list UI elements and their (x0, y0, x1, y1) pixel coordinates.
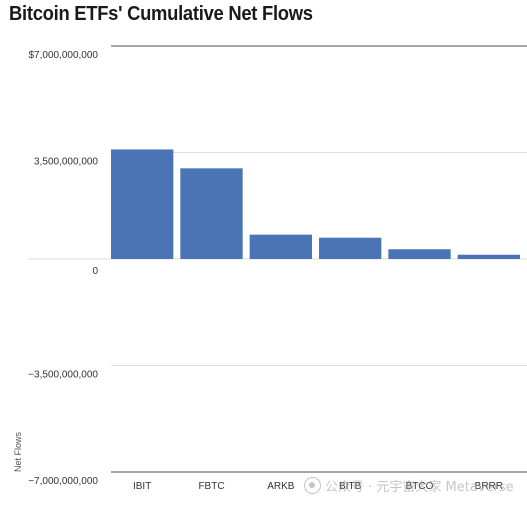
y-tick-label: 3,500,000,000 (34, 157, 98, 168)
x-tick-label: BRRR (475, 481, 503, 492)
x-tick-label: FBTC (198, 481, 224, 492)
bar-btco (388, 249, 451, 259)
y-axis-ticks: $7,000,000,000 3,500,000,000 0 −3,500,000,0… (28, 50, 98, 487)
wechat-icon (304, 477, 321, 494)
bar-bitb (319, 237, 382, 259)
bar-ibit (111, 149, 174, 259)
x-tick-label: BITB (339, 481, 362, 492)
y-tick-label: $7,000,000,000 (28, 50, 98, 61)
x-tick-label: ARKB (267, 481, 295, 492)
x-axis-ticks: IBIT FBTC ARKB BITB BTCO BRRR (133, 481, 503, 492)
x-tick-label: IBIT (133, 481, 151, 492)
y-axis-title: Net Flows (13, 431, 23, 472)
bar-brrr (457, 254, 520, 259)
bar-fbtc (180, 168, 243, 259)
y-tick-label: 0 (92, 266, 98, 277)
y-tick-label: −3,500,000,000 (28, 370, 98, 381)
watermark: 公众号 · 元宇宙大家 Metaverse (304, 476, 514, 495)
bars (111, 149, 520, 259)
chart-title: Bitcoin ETFs' Cumulative Net Flows (9, 3, 313, 25)
bar-arkb (249, 234, 312, 259)
watermark-text: 公众号 · 元宇宙大家 Metaverse (325, 480, 514, 495)
x-tick-label: BTCO (406, 481, 434, 492)
y-tick-label: −7,000,000,000 (28, 476, 98, 487)
